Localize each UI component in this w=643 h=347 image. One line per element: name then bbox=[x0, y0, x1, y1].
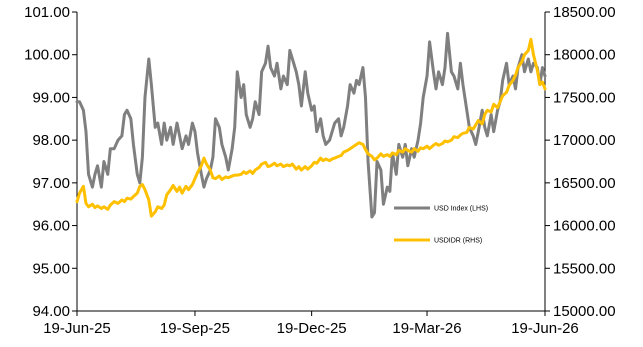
legend-label: USDIDR (RHS) bbox=[434, 238, 482, 245]
right-y-tick-label: 16000.00 bbox=[553, 218, 616, 235]
x-axis-ticks: 19-Jun-25 19-Sep-25 19-Dec-25 19-Mar-26 19-J… bbox=[43, 311, 579, 337]
left-y-tick-label: 99.00 bbox=[32, 89, 70, 106]
series-line-usdidr bbox=[75, 37, 547, 218]
x-tick-label: 19-Jun-26 bbox=[511, 320, 579, 337]
series-lines bbox=[75, 31, 547, 219]
left-y-tick-label: 98.00 bbox=[32, 132, 70, 149]
right-y-tick-label: 18500.00 bbox=[553, 4, 616, 21]
x-tick-label: 19-Jun-25 bbox=[43, 320, 111, 337]
left-y-tick-label: 94.00 bbox=[32, 303, 70, 320]
x-tick-label: 19-Sep-25 bbox=[160, 320, 230, 337]
left-y-tick-label: 100.00 bbox=[24, 47, 70, 64]
right-y-tick-label: 15500.00 bbox=[553, 260, 616, 277]
series-line-usd-index bbox=[75, 31, 547, 219]
left-y-tick-label: 96.00 bbox=[32, 218, 70, 235]
left-y-tick-label: 95.00 bbox=[32, 260, 70, 277]
axes bbox=[76, 12, 546, 312]
x-tick-label: 19-Dec-25 bbox=[277, 320, 347, 337]
left-y-tick-label: 97.00 bbox=[32, 175, 70, 192]
right-y-tick-label: 15000.00 bbox=[553, 303, 616, 320]
right-y-axis-ticks: 15000.00 15500.00 16000.00 16500.00 17000.00… bbox=[545, 4, 616, 320]
right-y-tick-label: 18000.00 bbox=[553, 47, 616, 64]
right-y-tick-label: 17000.00 bbox=[553, 132, 616, 149]
left-y-axis-ticks: 94.00 95.00 96.00 97.00 98.00 99.00 100.00 101.… bbox=[24, 4, 77, 320]
x-tick-label: 19-Mar-26 bbox=[392, 320, 461, 337]
legend: USD Index (LHS) USDIDR (RHS) bbox=[394, 206, 488, 245]
legend-label: USD Index (LHS) bbox=[434, 206, 488, 213]
right-y-tick-label: 17500.00 bbox=[553, 89, 616, 106]
left-y-tick-label: 101.00 bbox=[24, 4, 70, 21]
right-y-tick-label: 16500.00 bbox=[553, 175, 616, 192]
